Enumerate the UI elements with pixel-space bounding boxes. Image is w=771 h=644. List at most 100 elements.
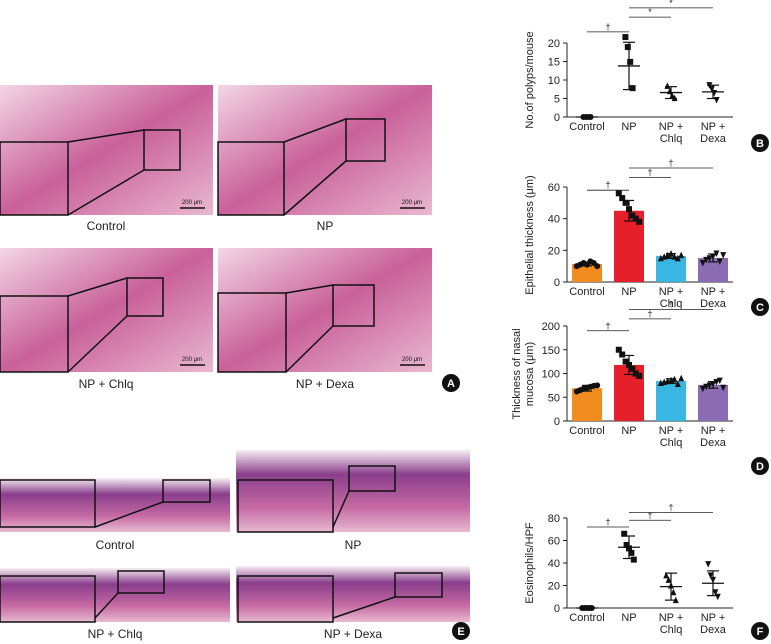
data-point xyxy=(632,370,639,377)
data-point xyxy=(587,114,594,120)
y-tick-label: 150 xyxy=(542,345,560,357)
y-tick-label: 60 xyxy=(548,536,560,548)
data-point xyxy=(674,254,681,262)
data-point xyxy=(632,215,639,222)
data-point xyxy=(615,346,622,353)
image-label: NP + Chlq xyxy=(78,377,134,391)
panel-badge: E xyxy=(452,622,470,640)
x-tick-label: NP + Dexa xyxy=(700,612,726,636)
image-label: NP + Chlq xyxy=(87,627,143,641)
x-tick-label: NP + Dexa xyxy=(700,121,726,145)
image-label: Control xyxy=(95,538,135,552)
x-tick-label: NP xyxy=(621,612,637,624)
data-point xyxy=(703,256,710,264)
data-point xyxy=(703,383,710,391)
data-point xyxy=(622,34,629,41)
y-tick-label: 0 xyxy=(554,416,560,428)
y-tick-label: 20 xyxy=(548,38,560,50)
panel-letter: F xyxy=(757,626,764,638)
histology-image xyxy=(236,566,470,622)
panel-badge xyxy=(751,134,769,152)
x-tick-label: NP + Chlq xyxy=(658,286,684,310)
data-point xyxy=(674,380,681,387)
x-tick-label: NP + Chlq xyxy=(658,425,684,449)
data-point xyxy=(699,260,706,267)
data-point xyxy=(720,252,727,259)
inset-boxes xyxy=(0,118,386,373)
y-tick-label: 0 xyxy=(554,603,560,615)
scale-bar-label: 200 μm xyxy=(182,357,202,363)
y-tick-label: 0 xyxy=(554,277,560,289)
panel-badge xyxy=(751,457,769,475)
data-point xyxy=(626,361,632,368)
bar xyxy=(572,263,602,282)
significance-marker: † xyxy=(668,502,673,512)
y-tick-label: 10 xyxy=(548,75,560,87)
panel-badge xyxy=(751,622,769,640)
data-point xyxy=(672,596,679,604)
y-axis-label: Epithelial thickness (μm) xyxy=(523,174,536,295)
x-tick-label: NP xyxy=(621,286,637,298)
histology-images-a xyxy=(0,85,432,373)
x-tick-label: NP xyxy=(621,121,637,133)
data-point xyxy=(628,549,635,556)
data-point xyxy=(665,576,672,583)
data-point xyxy=(623,542,630,548)
x-tick-label: NP + Chlq xyxy=(658,612,684,636)
data-point xyxy=(663,571,670,579)
significance-marker: † xyxy=(605,517,610,527)
significance-marker: † xyxy=(647,309,652,319)
data-point xyxy=(714,593,721,601)
y-tick-label: 100 xyxy=(542,369,560,381)
data-point xyxy=(710,576,716,584)
y-tick-label: 0 xyxy=(554,112,560,124)
data-point xyxy=(706,255,713,262)
x-tick-label: NP + Chlq xyxy=(658,121,684,145)
data-point xyxy=(713,96,720,104)
panel-badge: A xyxy=(442,374,460,392)
data-point xyxy=(708,85,715,93)
panel-letter: C xyxy=(756,302,764,314)
panel-letter: B xyxy=(756,138,764,150)
data-point xyxy=(626,206,632,213)
image-label: NP + Dexa xyxy=(295,377,355,391)
data-point xyxy=(716,258,723,265)
y-tick-label: 20 xyxy=(548,245,560,257)
significance-marker: † xyxy=(668,299,673,309)
data-point xyxy=(629,85,636,92)
data-point xyxy=(712,589,719,596)
y-tick-label: 5 xyxy=(554,94,560,106)
panel-letter: D xyxy=(756,461,764,473)
image-label: NP xyxy=(344,538,362,552)
y-tick-label: 40 xyxy=(548,558,560,570)
x-tick-label: NP xyxy=(621,425,637,437)
data-point xyxy=(671,375,678,383)
scale-bar-label: 200 μm xyxy=(402,200,422,206)
data-point xyxy=(636,372,643,379)
data-point xyxy=(678,374,685,382)
significance-marker: † xyxy=(647,510,652,520)
image-label: NP + Dexa xyxy=(323,627,383,641)
data-point xyxy=(619,351,626,358)
y-tick-label: 60 xyxy=(548,182,560,194)
data-point xyxy=(664,82,671,89)
significance-marker: † xyxy=(605,180,610,190)
data-point xyxy=(706,382,713,389)
data-point xyxy=(716,377,723,385)
data-point xyxy=(666,87,673,95)
significance-marker: * xyxy=(648,7,652,17)
significance-marker: * xyxy=(669,0,673,8)
panel-letter: E xyxy=(457,626,464,638)
image-label: NP xyxy=(316,219,334,233)
data-point xyxy=(622,199,629,206)
data-point xyxy=(668,250,674,257)
histology-image xyxy=(0,478,230,532)
data-point xyxy=(627,58,634,65)
x-tick-label: NP + Dexa xyxy=(700,286,726,310)
significance-marker: † xyxy=(605,321,610,331)
data-point xyxy=(713,379,720,386)
scale-bar-label: 200 μm xyxy=(182,200,202,206)
histology-image xyxy=(0,568,230,622)
